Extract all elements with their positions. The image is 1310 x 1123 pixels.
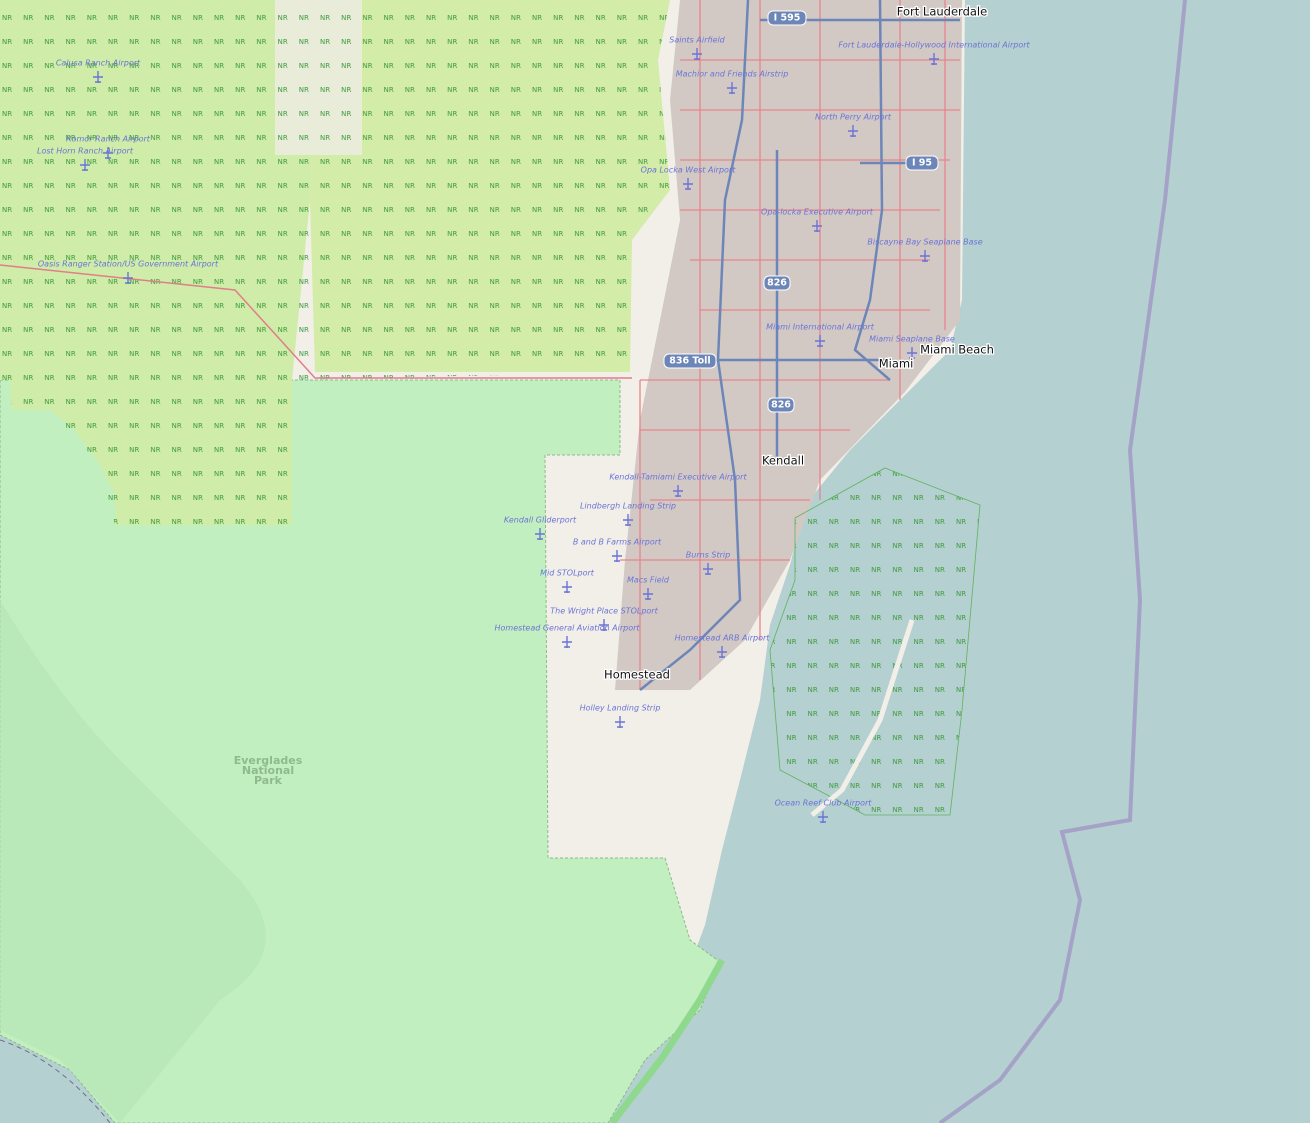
place-label: Fort Lauderdale xyxy=(897,5,987,19)
airport-label: Macs Field xyxy=(627,576,670,585)
airport-icon xyxy=(612,550,622,562)
airport-icon xyxy=(643,588,653,600)
airport-icon xyxy=(815,335,825,347)
airport-icon xyxy=(848,125,858,137)
road-shield xyxy=(663,353,717,369)
airport-icon xyxy=(717,646,727,658)
airport-label: Mid STOLport xyxy=(540,569,595,578)
airport-icon xyxy=(103,147,113,159)
marine-nr-zone xyxy=(769,467,981,816)
airport-label: Miami International Airport xyxy=(766,323,875,332)
boundary xyxy=(0,264,632,379)
airport-label: Opa-locka Executive Airport xyxy=(761,208,874,217)
park-label: Everglades xyxy=(234,754,303,767)
park-label: Park xyxy=(254,774,283,787)
road-shield-label: 826 xyxy=(771,400,791,411)
roads xyxy=(620,0,960,690)
airport-label: North Perry Airport xyxy=(815,113,892,122)
keys xyxy=(810,619,915,817)
road-shield-label: 836 Toll xyxy=(669,356,710,367)
road-shield-label: I 95 xyxy=(912,158,932,169)
airport-label: Burns Strip xyxy=(686,551,730,560)
park-label: National xyxy=(242,764,294,777)
road-shield xyxy=(767,397,795,413)
airport-label: Homestead ARB Airport xyxy=(675,634,771,643)
airport-label: B and B Farms Airport xyxy=(573,538,662,547)
road-shield-label: I 595 xyxy=(774,13,801,24)
airport-label: Lindbergh Landing Strip xyxy=(580,502,676,511)
airport-label: Machior and Friends Airstrip xyxy=(676,70,789,79)
airport-label: Kendall-Tamiami Executive Airport xyxy=(609,473,747,482)
airport-label: Fort Lauderdale-Hollywood International … xyxy=(838,41,1030,50)
place-label: Miami Beach xyxy=(920,343,994,357)
airport-icon xyxy=(920,250,930,262)
place-label: Miami xyxy=(879,357,914,371)
airport-label: Opa Locka West Airport xyxy=(641,166,737,175)
airport-icon xyxy=(692,48,702,60)
airport-icon xyxy=(535,528,545,540)
keys xyxy=(609,958,726,1123)
airport-label: Oasis Ranger Station/US Government Airpo… xyxy=(38,260,219,269)
airport-icon xyxy=(623,514,633,526)
nr-zone xyxy=(0,0,670,525)
airport-icon xyxy=(123,272,133,284)
place-label: Kendall xyxy=(762,454,804,468)
airport-icon xyxy=(599,619,609,631)
boundary xyxy=(0,1039,111,1123)
airport-icon xyxy=(727,82,737,94)
airport-icon xyxy=(683,178,693,190)
motorways xyxy=(639,0,960,691)
airport-icon xyxy=(80,159,90,171)
airport-label: Calusa Ranch Airport xyxy=(56,59,141,68)
airport-icon xyxy=(673,485,683,497)
airport-label: Miami Seaplane Base xyxy=(869,335,955,344)
airport-label: Romor Ranch Airport xyxy=(66,135,151,144)
airport-icon xyxy=(562,581,572,593)
airport-icon xyxy=(818,811,828,823)
road-shield xyxy=(763,275,791,291)
airport-label: Ocean Reef Club Airport xyxy=(775,799,873,808)
airport-label: Saints Airfield xyxy=(669,36,725,45)
airport-label: The Wright Place STOLport xyxy=(550,607,658,616)
airport-icon xyxy=(615,716,625,728)
airport-icon xyxy=(812,220,822,232)
airport-icon xyxy=(93,71,103,83)
airport-label: Kendall Gliderport xyxy=(504,516,577,525)
road-shield xyxy=(905,155,939,171)
airport-icon xyxy=(929,53,939,65)
wetland xyxy=(0,600,266,1123)
airport-label: Homestead General Aviation Airport xyxy=(494,624,640,633)
airport-icon xyxy=(562,636,572,648)
airport-icon xyxy=(703,563,713,575)
place-label: Homestead xyxy=(604,668,670,682)
labels: Saints Airfield Calusa Ranch Airport Machi… xyxy=(37,3,1031,823)
airport-icon xyxy=(907,347,917,359)
airport-label: Biscayne Bay Seaplane Base xyxy=(867,238,982,247)
road-shield-label: 826 xyxy=(767,278,787,289)
airport-label: Holley Landing Strip xyxy=(580,704,661,713)
maritime-boundary xyxy=(938,0,1187,1123)
airport-label: Lost Horn Ranch Airport xyxy=(37,147,134,156)
road-shield xyxy=(767,10,807,26)
urban-area xyxy=(615,0,962,690)
